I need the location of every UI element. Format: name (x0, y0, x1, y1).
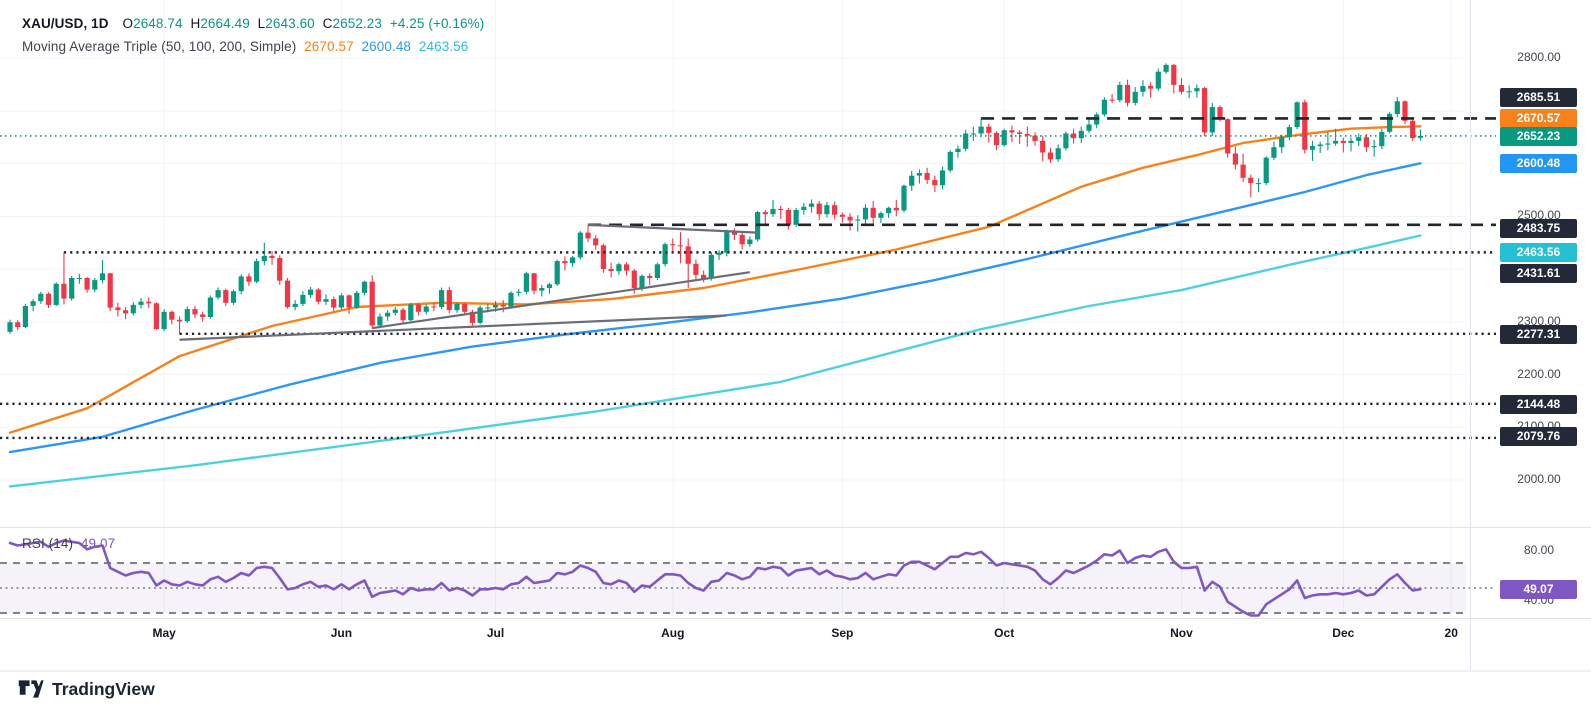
price-chart-canvas[interactable] (0, 0, 1591, 672)
close-value: 2652.23 (332, 16, 382, 31)
grid-lines (0, 0, 1466, 617)
ma-indicator-legend[interactable]: Moving Average Triple (50, 100, 200, Sim… (22, 39, 472, 54)
rsi-indicator-legend[interactable]: RSI (14) 49.07 (22, 536, 119, 551)
brand-name[interactable]: TradingView (52, 678, 155, 699)
low-value: 2643.60 (265, 16, 315, 31)
rsi-indicator-title[interactable]: RSI (14) (22, 536, 74, 551)
rsi-current-value: 49.07 (80, 536, 116, 551)
pane-separators (0, 0, 1591, 672)
candles-layer (7, 63, 1423, 334)
low-key: L (257, 16, 266, 31)
ma100-value: 2600.48 (361, 39, 412, 54)
ma100-line (8, 162, 1422, 454)
high-value: 2664.49 (200, 16, 250, 31)
drawing-layer[interactable] (0, 117, 1496, 440)
rsi-band (0, 562, 1496, 614)
open-key: O (122, 16, 134, 31)
ma50-line (8, 125, 1422, 434)
rsi-line (8, 539, 1422, 617)
chart-widget: XAU/USD, 1D O2648.74 H2664.49 L2643.60 C… (0, 0, 1591, 672)
ma200-value: 2463.56 (418, 39, 469, 54)
open-value: 2648.74 (133, 16, 183, 31)
footer: TradingView (0, 672, 1591, 706)
symbol-name[interactable]: XAU/USD, 1D (22, 16, 109, 31)
ma50-value: 2670.57 (304, 39, 354, 54)
tradingview-logo-icon[interactable] (18, 678, 44, 700)
symbol-legend[interactable]: XAU/USD, 1D O2648.74 H2664.49 L2643.60 C… (22, 16, 488, 31)
ma200-line (8, 234, 1422, 488)
high-key: H (190, 16, 201, 31)
close-key: C (322, 16, 333, 31)
change-value: +4.25 (+0.16%) (389, 16, 485, 31)
ma-indicator-title[interactable]: Moving Average Triple (50, 100, 200, Sim… (22, 39, 297, 54)
